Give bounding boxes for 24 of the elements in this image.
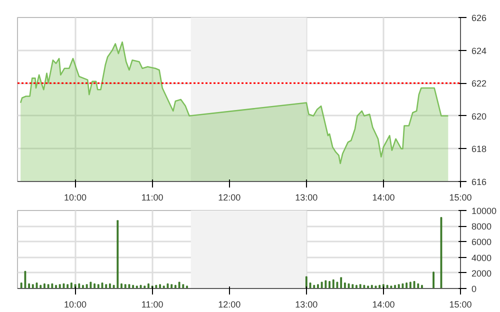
y-tick-label: 620 <box>472 111 487 122</box>
y-tick-label: 4000 <box>472 252 492 263</box>
y-tick-label: 8000 <box>472 222 492 232</box>
x-tick-label: 10:00 <box>64 300 87 310</box>
y-tick-label: 0 <box>472 284 477 294</box>
x-tick-label: 15:00 <box>449 192 472 202</box>
x-tick-label: 13:00 <box>295 192 318 202</box>
y-tick-label: 10000 <box>472 206 497 216</box>
x-tick-label: 14:00 <box>372 192 395 202</box>
y-tick-label: 616 <box>472 177 487 187</box>
y-tick-label: 6000 <box>472 237 492 248</box>
y-tick-label: 622 <box>472 78 487 89</box>
x-tick-label: 11:00 <box>141 192 164 202</box>
y-tick-label: 2000 <box>472 268 492 278</box>
x-tick-label: 14:00 <box>372 300 395 310</box>
x-tick-label: 12:00 <box>218 300 241 310</box>
y-tick-label: 624 <box>472 46 487 56</box>
y-tick-label: 626 <box>472 13 487 23</box>
x-tick-label: 13:00 <box>295 300 318 310</box>
y-tick-label: 618 <box>472 144 487 154</box>
x-tick-label: 11:00 <box>141 300 164 310</box>
x-tick-label: 10:00 <box>64 192 87 202</box>
x-tick-label: 15:00 <box>449 300 472 310</box>
x-tick-label: 12:00 <box>218 192 241 202</box>
